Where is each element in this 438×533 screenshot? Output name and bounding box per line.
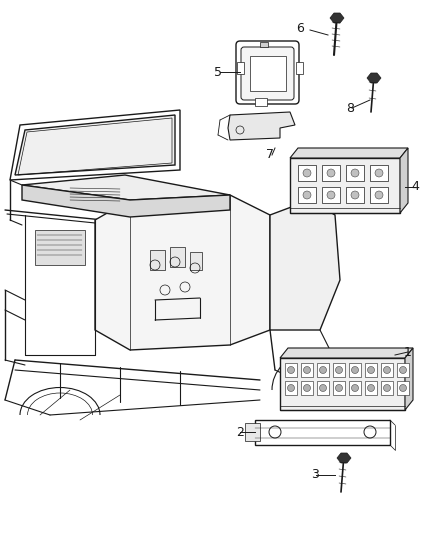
Circle shape — [367, 367, 374, 374]
Polygon shape — [22, 175, 230, 200]
Bar — [296, 62, 303, 74]
Circle shape — [367, 384, 374, 392]
Bar — [346, 187, 364, 203]
FancyBboxPatch shape — [236, 41, 299, 104]
Text: 2: 2 — [236, 425, 244, 439]
Text: 6: 6 — [296, 21, 304, 35]
FancyBboxPatch shape — [241, 47, 294, 100]
Bar — [298, 165, 316, 181]
Bar — [322, 165, 340, 181]
Bar — [349, 363, 361, 377]
Bar — [333, 381, 345, 395]
Circle shape — [375, 191, 383, 199]
Circle shape — [327, 191, 335, 199]
Bar — [370, 187, 388, 203]
Bar — [190, 252, 202, 270]
Circle shape — [384, 384, 391, 392]
Circle shape — [351, 191, 359, 199]
Bar — [285, 381, 297, 395]
Bar — [365, 381, 377, 395]
Bar — [370, 165, 388, 181]
Circle shape — [399, 367, 406, 374]
Polygon shape — [22, 185, 230, 217]
Polygon shape — [367, 73, 381, 83]
Text: 8: 8 — [346, 101, 354, 115]
Circle shape — [327, 169, 335, 177]
Bar — [280, 358, 405, 410]
Text: 1: 1 — [404, 345, 412, 359]
Circle shape — [336, 384, 343, 392]
Polygon shape — [405, 348, 413, 410]
Bar — [255, 420, 390, 445]
Bar — [397, 381, 409, 395]
Bar — [322, 187, 340, 203]
Bar — [35, 230, 85, 265]
Polygon shape — [228, 112, 295, 140]
Polygon shape — [290, 148, 408, 158]
Bar — [250, 56, 286, 91]
Bar — [237, 62, 244, 74]
Circle shape — [351, 169, 359, 177]
Bar — [285, 363, 297, 377]
Text: 3: 3 — [311, 469, 319, 481]
Bar — [317, 381, 329, 395]
Bar — [255, 98, 267, 106]
Circle shape — [352, 367, 358, 374]
Bar — [365, 363, 377, 377]
Bar — [349, 381, 361, 395]
Bar — [397, 363, 409, 377]
Bar — [298, 187, 316, 203]
Polygon shape — [95, 195, 270, 350]
Bar — [381, 381, 393, 395]
Circle shape — [375, 169, 383, 177]
Bar — [301, 363, 313, 377]
Polygon shape — [280, 348, 413, 358]
Polygon shape — [337, 453, 351, 463]
Bar — [317, 363, 329, 377]
Polygon shape — [330, 13, 344, 23]
Circle shape — [287, 384, 294, 392]
Circle shape — [287, 367, 294, 374]
Polygon shape — [270, 200, 340, 330]
Bar — [381, 363, 393, 377]
Circle shape — [303, 191, 311, 199]
Circle shape — [319, 384, 326, 392]
Circle shape — [303, 169, 311, 177]
Text: 7: 7 — [266, 149, 274, 161]
Polygon shape — [400, 148, 408, 213]
Circle shape — [352, 384, 358, 392]
Bar — [245, 423, 260, 441]
Text: 4: 4 — [411, 181, 419, 193]
Text: 5: 5 — [214, 66, 222, 78]
Circle shape — [384, 367, 391, 374]
Circle shape — [399, 384, 406, 392]
Bar — [290, 158, 400, 213]
Bar — [170, 247, 185, 267]
Polygon shape — [15, 115, 175, 175]
Bar — [346, 165, 364, 181]
Bar — [150, 250, 165, 270]
Circle shape — [336, 367, 343, 374]
Bar — [260, 42, 268, 47]
Circle shape — [304, 367, 311, 374]
Bar — [333, 363, 345, 377]
Circle shape — [319, 367, 326, 374]
Circle shape — [304, 384, 311, 392]
Bar — [301, 381, 313, 395]
